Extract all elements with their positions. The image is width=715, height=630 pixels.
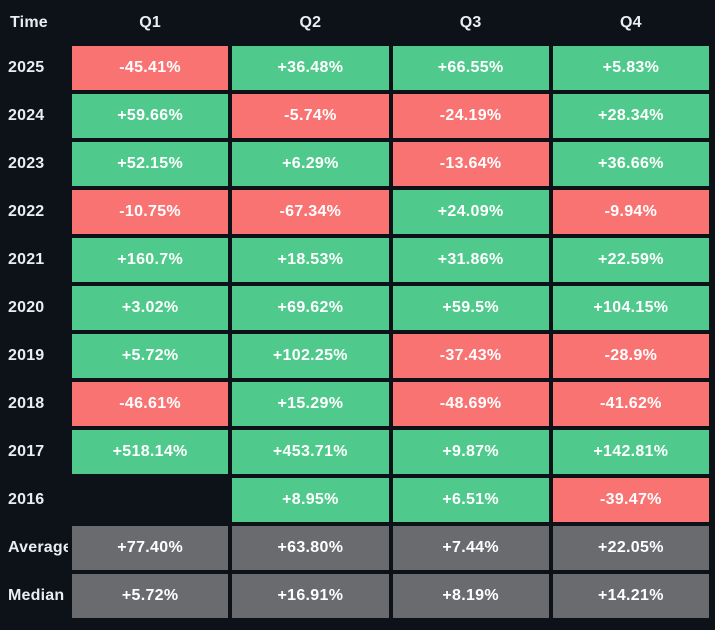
table-cell: +16.91% xyxy=(232,574,389,618)
table-header: Time Q1 Q2 Q3 Q4 xyxy=(0,0,709,46)
table-cell: +14.21% xyxy=(552,574,709,618)
table-cell: +9.87% xyxy=(392,430,549,474)
row-label: 2022 xyxy=(8,203,45,220)
table-row: 2021 +160.7% +18.53% +31.86% +22.59% xyxy=(0,238,709,282)
header-q2: Q2 xyxy=(299,14,322,31)
table-cell: +518.14% xyxy=(72,430,229,474)
table-row: 2017 +518.14% +453.71% +9.87% +142.81% xyxy=(0,430,709,474)
table-row-median: Median +5.72% +16.91% +8.19% +14.21% xyxy=(0,574,709,618)
table-row-average: Average +77.40% +63.80% +7.44% +22.05% xyxy=(0,526,709,570)
table-cell: +7.44% xyxy=(392,526,549,570)
row-label: Average xyxy=(8,539,68,556)
table-cell: +59.5% xyxy=(392,286,549,330)
table-cell: +66.55% xyxy=(392,46,549,90)
table-cell: +5.72% xyxy=(72,574,229,618)
table-cell: +5.83% xyxy=(552,46,709,90)
header-q3: Q3 xyxy=(459,14,482,31)
table-cell: +22.05% xyxy=(552,526,709,570)
table-cell: -13.64% xyxy=(392,142,549,186)
table-row: 2019 +5.72% +102.25% -37.43% -28.9% xyxy=(0,334,709,378)
table-cell: -9.94% xyxy=(552,190,709,234)
table-cell: +36.66% xyxy=(552,142,709,186)
table-cell: -41.62% xyxy=(552,382,709,426)
row-label: 2019 xyxy=(8,347,45,364)
header-q4: Q4 xyxy=(620,14,642,31)
table-cell: +8.95% xyxy=(232,478,389,522)
table-cell: +63.80% xyxy=(232,526,389,570)
row-label: 2024 xyxy=(8,107,45,124)
table-row: 2020 +3.02% +69.62% +59.5% +104.15% xyxy=(0,286,709,330)
table-cell: +102.25% xyxy=(232,334,389,378)
row-label: 2016 xyxy=(8,491,45,508)
table-cell: +453.71% xyxy=(232,430,389,474)
header-time-label: Time xyxy=(10,14,48,31)
table-cell: -10.75% xyxy=(72,190,229,234)
table-row: 2024 +59.66% -5.74% -24.19% +28.34% xyxy=(0,94,709,138)
row-label: 2020 xyxy=(8,299,45,316)
header-q1: Q1 xyxy=(139,14,161,31)
table-cell: +142.81% xyxy=(552,430,709,474)
table-row: 2018 -46.61% +15.29% -48.69% -41.62% xyxy=(0,382,709,426)
table-row: 2016 +8.95% +6.51% -39.47% xyxy=(0,478,709,522)
table-row: 2022 -10.75% -67.34% +24.09% -9.94% xyxy=(0,190,709,234)
table-cell: +77.40% xyxy=(72,526,229,570)
table-cell: +24.09% xyxy=(392,190,549,234)
table-cell: -67.34% xyxy=(232,190,389,234)
table-cell: -45.41% xyxy=(72,46,229,90)
table-cell: -39.47% xyxy=(552,478,709,522)
table-cell: +6.51% xyxy=(392,478,549,522)
row-label: 2023 xyxy=(8,155,45,172)
table-cell xyxy=(72,478,228,522)
table-cell: -28.9% xyxy=(552,334,709,378)
row-label: 2018 xyxy=(8,395,45,412)
row-label: 2021 xyxy=(8,251,45,268)
table-cell: +5.72% xyxy=(72,334,229,378)
table-cell: -24.19% xyxy=(392,94,549,138)
row-label: 2025 xyxy=(8,59,45,76)
table-cell: +15.29% xyxy=(232,382,389,426)
table-row: 2023 +52.15% +6.29% -13.64% +36.66% xyxy=(0,142,709,186)
table-cell: +28.34% xyxy=(552,94,709,138)
table-cell: +31.86% xyxy=(392,238,549,282)
table-cell: +160.7% xyxy=(72,238,229,282)
table-cell: +52.15% xyxy=(72,142,229,186)
table-cell: +104.15% xyxy=(552,286,709,330)
table-cell: +22.59% xyxy=(552,238,709,282)
table-cell: -46.61% xyxy=(72,382,229,426)
table-cell: +18.53% xyxy=(232,238,389,282)
table-row: 2025 -45.41% +36.48% +66.55% +5.83% xyxy=(0,46,709,90)
table-cell: -37.43% xyxy=(392,334,549,378)
table-cell: +36.48% xyxy=(232,46,389,90)
row-label: Median xyxy=(8,587,65,604)
table-cell: +59.66% xyxy=(72,94,229,138)
table-cell: +3.02% xyxy=(72,286,229,330)
table-cell: -5.74% xyxy=(232,94,389,138)
table-cell: +69.62% xyxy=(232,286,389,330)
table-cell: +8.19% xyxy=(392,574,549,618)
table-cell: +6.29% xyxy=(232,142,389,186)
row-label: 2017 xyxy=(8,443,45,460)
table-cell: -48.69% xyxy=(392,382,549,426)
